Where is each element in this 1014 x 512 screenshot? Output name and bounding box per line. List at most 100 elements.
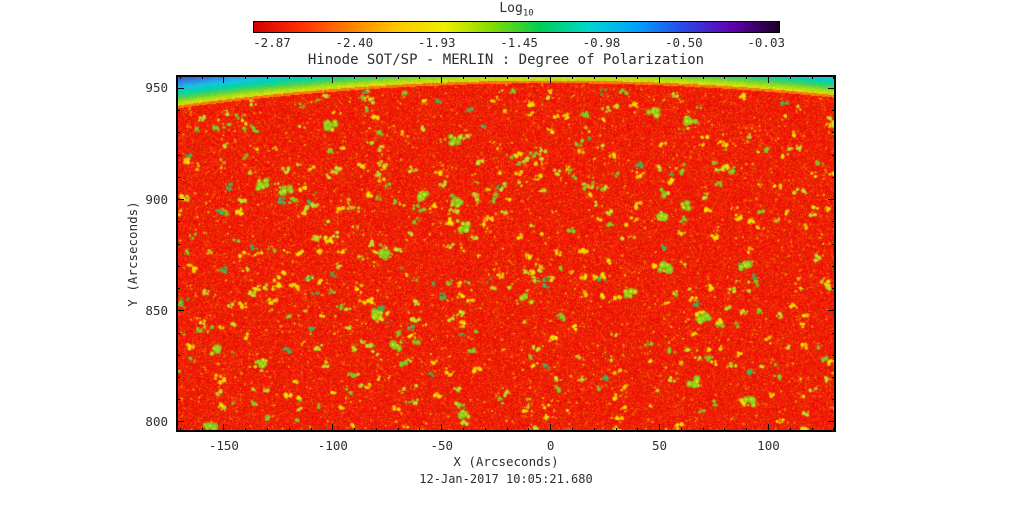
y-axis-tick (176, 399, 180, 401)
x-axis-tick (419, 428, 421, 432)
x-axis-tick (659, 424, 661, 432)
y-axis-tick (176, 288, 180, 290)
x-axis-tick (310, 75, 312, 79)
colorbar-tick-label: -0.03 (747, 35, 786, 50)
x-axis-tick (463, 428, 465, 432)
x-axis-tick (245, 428, 247, 432)
x-axis-tick (767, 424, 769, 432)
x-axis-tick (441, 75, 443, 83)
colorbar-title-main: Log (499, 1, 523, 16)
x-axis-tick (724, 428, 726, 432)
y-axis-tick (832, 154, 836, 156)
x-axis-tick (659, 75, 661, 83)
x-axis-tick (811, 75, 813, 79)
y-axis-tick (832, 243, 836, 245)
plot-area (176, 75, 836, 432)
x-axis-tick (593, 428, 595, 432)
x-axis-tick (310, 428, 312, 432)
x-axis-tick (375, 75, 377, 79)
y-axis-tick (832, 354, 836, 356)
y-tick-label: 850 (145, 302, 168, 318)
x-axis-tick (571, 75, 573, 79)
colorbar-tick-label: -1.93 (417, 35, 456, 50)
y-axis-tick (176, 265, 180, 267)
colorbar-tick-label: -2.40 (335, 35, 374, 50)
x-axis-tick (332, 75, 334, 83)
x-tick-label: 0 (546, 438, 555, 453)
y-axis-tick (176, 377, 180, 378)
x-axis-tick (223, 75, 225, 83)
y-axis-tick (828, 199, 836, 201)
y-axis-tick (832, 288, 836, 290)
x-tick-label: 50 (652, 438, 668, 453)
colorbar-tick-label: -0.98 (582, 35, 621, 50)
y-axis-tick (828, 421, 836, 423)
x-axis-tick (550, 75, 552, 83)
x-axis-tick (593, 75, 595, 79)
x-axis-tick (201, 75, 203, 79)
colorbar-tick-label: -2.87 (253, 35, 291, 50)
x-axis-tick (767, 75, 769, 83)
y-axis-tick (832, 399, 836, 401)
y-axis-tick (832, 332, 836, 334)
timestamp: 12-Jan-2017 10:05:21.680 (419, 472, 593, 486)
colorbar-tick-label: -1.45 (500, 35, 538, 50)
y-tick-label: 950 (145, 80, 168, 96)
x-axis-tick (441, 424, 443, 432)
x-axis-tick (506, 428, 508, 432)
y-axis-tick (832, 132, 836, 134)
colorbar-tick-label: -0.50 (664, 35, 703, 50)
y-axis-tick (176, 243, 180, 245)
x-axis-tick (375, 428, 377, 432)
x-axis-tick (615, 428, 617, 432)
y-axis-tick (828, 310, 836, 312)
x-axis-tick (288, 428, 290, 432)
y-axis-tick (176, 310, 184, 312)
x-tick-label: 100 (757, 438, 780, 453)
x-axis-tick (571, 428, 573, 432)
x-axis-tick (702, 428, 704, 432)
x-tick-label: -100 (317, 438, 348, 453)
x-axis-tick (463, 75, 465, 79)
y-axis-tick (176, 87, 184, 89)
y-axis-label: Y (Arcseconds) (125, 201, 140, 307)
y-axis-tick (832, 176, 836, 178)
heatmap-canvas (176, 75, 836, 432)
x-axis-tick (724, 75, 726, 79)
x-axis-tick (550, 424, 552, 432)
x-axis-tick (179, 75, 181, 79)
x-axis-tick (702, 75, 704, 79)
x-axis-tick (789, 75, 791, 79)
y-axis-tick (176, 154, 180, 156)
x-axis-tick (746, 428, 748, 432)
x-tick-label: -150 (208, 438, 239, 453)
x-axis-tick (506, 75, 508, 79)
x-axis-tick (354, 428, 356, 432)
x-axis-tick (528, 428, 530, 432)
y-axis-tick (176, 354, 180, 356)
y-axis-tick (828, 87, 836, 89)
x-axis-label: X (Arcseconds) (453, 454, 559, 469)
y-axis-tick (832, 265, 836, 267)
x-axis-tick (266, 75, 268, 79)
x-axis-tick (637, 428, 639, 432)
x-axis-tick (637, 75, 639, 79)
x-axis-tick (811, 428, 813, 432)
colorbar (253, 21, 780, 33)
x-axis-tick (615, 75, 617, 79)
y-axis-tick (176, 332, 180, 334)
x-axis-tick (746, 75, 748, 79)
colorbar-title-sub: 10 (522, 8, 534, 19)
x-axis-tick (354, 75, 356, 79)
x-axis-tick (419, 75, 421, 79)
colorbar-title: Log10 (253, 1, 780, 19)
x-axis-tick (789, 428, 791, 432)
x-axis-tick (833, 75, 835, 79)
x-axis-tick (179, 428, 181, 432)
x-axis-tick (484, 75, 486, 79)
y-tick-label: 800 (145, 413, 168, 429)
x-axis-tick (245, 75, 247, 79)
y-axis-tick (832, 377, 836, 378)
x-axis-tick (397, 428, 399, 432)
